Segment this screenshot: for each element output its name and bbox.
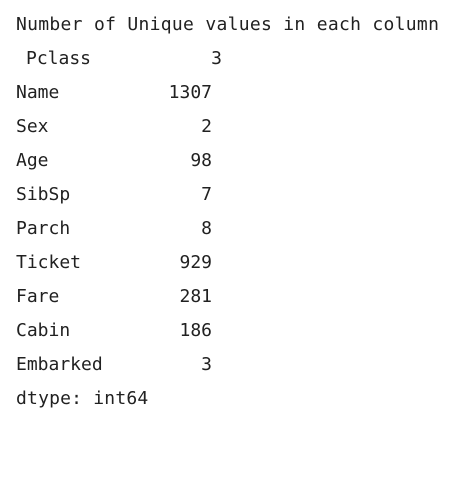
series-row-parch: Parch 8 (16, 212, 456, 246)
row-label: Parch (16, 218, 71, 239)
row-label: Pclass (26, 48, 92, 69)
row-label: Fare (16, 286, 60, 307)
row-value: 929 (179, 252, 212, 273)
row-value: 7 (201, 184, 212, 205)
series-row-pclass: Pclass 3 (16, 42, 456, 76)
series-row-sex: Sex 2 (16, 110, 456, 144)
series-row-cabin: Cabin 186 (16, 314, 456, 348)
row-label: SibSp (16, 184, 71, 205)
row-value: 98 (190, 150, 212, 171)
row-label: Ticket (16, 252, 82, 273)
output-header: Number of Unique values in each column (16, 14, 440, 35)
row-value: 3 (211, 48, 222, 69)
cell-output: Number of Unique values in each column P… (16, 8, 456, 416)
row-label: Age (16, 150, 49, 171)
row-value: 1307 (168, 82, 212, 103)
series-row-name: Name 1307 (16, 76, 456, 110)
series-row-ticket: Ticket 929 (16, 246, 456, 280)
row-value: 281 (179, 286, 212, 307)
row-value: 8 (201, 218, 212, 239)
row-value: 3 (201, 354, 212, 375)
row-value: 186 (179, 320, 212, 341)
row-label: Sex (16, 116, 49, 137)
series-row-fare: Fare 281 (16, 280, 456, 314)
row-label: Cabin (16, 320, 71, 341)
row-value: 2 (201, 116, 212, 137)
row-label: Name (16, 82, 60, 103)
series-row-embarked: Embarked 3 (16, 348, 456, 382)
dtype-footer: dtype: int64 (16, 388, 149, 409)
series-row-age: Age 98 (16, 144, 456, 178)
row-label: Embarked (16, 354, 103, 375)
series-row-sibsp: SibSp 7 (16, 178, 456, 212)
